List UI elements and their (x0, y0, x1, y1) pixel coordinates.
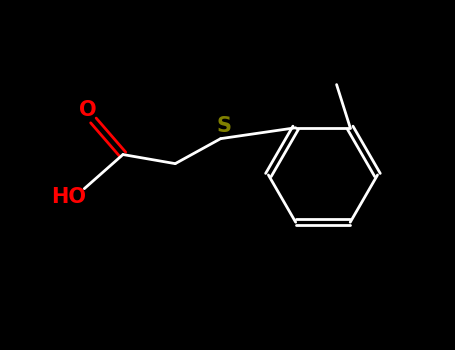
Text: S: S (217, 116, 232, 136)
Text: HO: HO (51, 187, 86, 207)
Text: O: O (79, 100, 97, 120)
